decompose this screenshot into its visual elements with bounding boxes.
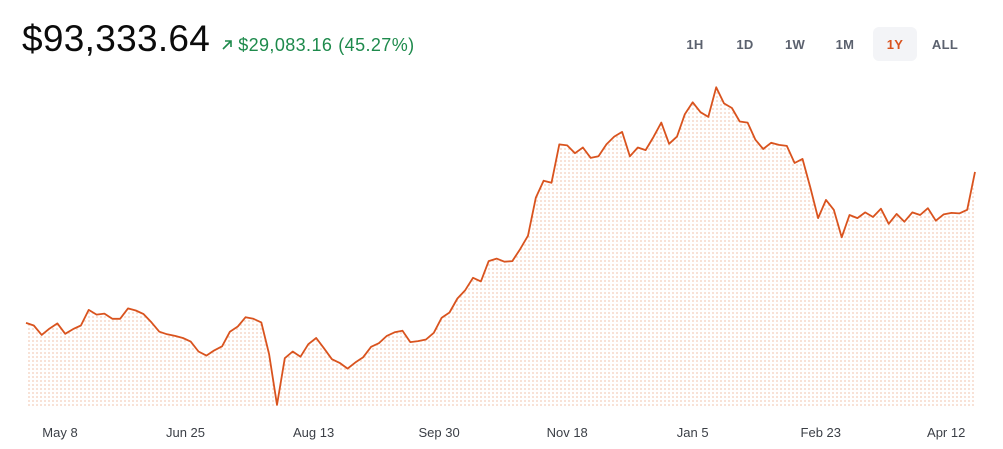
x-tick-label: Sep 30 (418, 425, 459, 440)
price-header: $93,333.64 $29,083.16 (45.27%) (22, 18, 415, 60)
x-tick-label: Apr 12 (927, 425, 965, 440)
current-price: $93,333.64 (22, 18, 211, 59)
range-1y-button[interactable]: 1Y (873, 27, 917, 61)
x-tick-label: May 8 (42, 425, 77, 440)
range-1m-button[interactable]: 1M (835, 36, 855, 52)
range-1h-button[interactable]: 1H (686, 36, 704, 52)
change-percent: (45.27%) (338, 35, 415, 55)
price-line (25, 86, 976, 406)
price-change: $29,083.16 (45.27%) (220, 35, 414, 56)
x-tick-label: Jan 5 (677, 425, 709, 440)
arrow-up-right-icon (222, 40, 232, 50)
range-1d-button[interactable]: 1D (736, 36, 754, 52)
range-1w-button[interactable]: 1W (784, 36, 806, 52)
x-tick-label: Nov 18 (547, 425, 588, 440)
x-axis-ticks: May 8 Jun 25 Aug 13 Sep 30 Nov 18 Jan 5 Feb 23… (42, 425, 965, 440)
x-tick-label: Feb 23 (801, 425, 841, 440)
x-tick-label: Jun 25 (166, 425, 205, 440)
change-amount: $29,083.16 (238, 35, 333, 55)
price-area-fill (26, 87, 975, 408)
x-tick-label: Aug 13 (293, 425, 334, 440)
time-range-selector: 1H 1D 1W 1M 1Y ALL (673, 27, 967, 61)
range-all-button[interactable]: ALL (931, 36, 959, 52)
